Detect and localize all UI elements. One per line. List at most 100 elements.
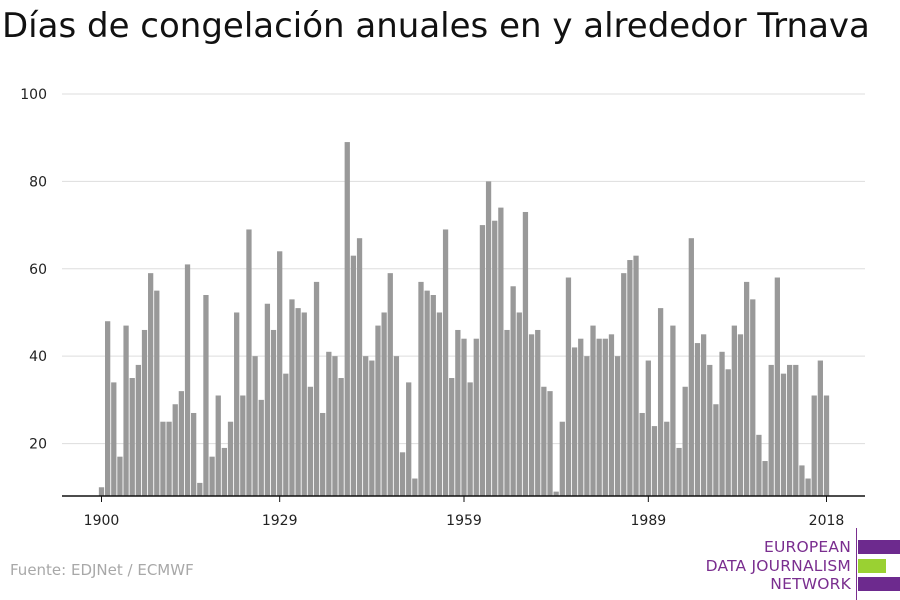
bar-2005[interactable]: [743, 281, 750, 496]
bar-1972[interactable]: [541, 386, 547, 496]
bar-1958[interactable]: [455, 329, 461, 496]
bar-2000[interactable]: [713, 404, 719, 496]
bar-1980[interactable]: [590, 325, 596, 496]
bar-2004[interactable]: [737, 334, 744, 496]
bar-1947[interactable]: [387, 273, 393, 496]
bar-1953[interactable]: [424, 290, 430, 496]
bar-1910[interactable]: [160, 421, 166, 496]
bar-1905[interactable]: [129, 378, 135, 496]
bar-1911[interactable]: [166, 421, 172, 496]
bar-1977[interactable]: [571, 347, 578, 496]
bar-1989[interactable]: [645, 360, 651, 496]
bar-1976[interactable]: [565, 277, 572, 496]
bar-1966[interactable]: [504, 329, 510, 496]
bar-1995[interactable]: [682, 386, 688, 496]
bar-1997[interactable]: [694, 343, 701, 496]
bar-1991[interactable]: [657, 308, 664, 496]
bar-1974[interactable]: [553, 491, 559, 496]
bar-2010[interactable]: [774, 277, 780, 496]
bar-1988[interactable]: [639, 412, 645, 496]
bar-1930[interactable]: [283, 373, 289, 496]
bar-2007[interactable]: [756, 434, 762, 496]
bar-1946[interactable]: [381, 312, 387, 496]
bar-1940[interactable]: [344, 142, 350, 496]
bar-1957[interactable]: [449, 378, 455, 496]
bar-1934[interactable]: [307, 386, 314, 496]
bar-1909[interactable]: [154, 290, 160, 496]
bar-1929[interactable]: [277, 251, 283, 496]
bar-1937[interactable]: [326, 351, 332, 496]
bar-1900[interactable]: [98, 487, 105, 496]
bar-1903[interactable]: [117, 456, 123, 496]
bar-1939[interactable]: [338, 378, 344, 496]
bar-1925[interactable]: [252, 356, 258, 496]
bar-1981[interactable]: [596, 338, 602, 496]
bar-1965[interactable]: [498, 207, 504, 497]
bar-2015[interactable]: [805, 478, 811, 496]
edjnet-logo[interactable]: EUROPEAN DATA JOURNALISM NETWORK: [700, 528, 900, 600]
bar-1982[interactable]: [602, 338, 608, 496]
bar-1938[interactable]: [332, 356, 338, 496]
bar-1949[interactable]: [399, 452, 406, 496]
bar-1926[interactable]: [258, 399, 264, 496]
bar-1975[interactable]: [559, 421, 565, 496]
bar-2012[interactable]: [786, 364, 793, 496]
bar-1943[interactable]: [363, 356, 369, 496]
bar-1927[interactable]: [264, 303, 271, 496]
bar-1902[interactable]: [111, 382, 117, 496]
bar-1994[interactable]: [676, 447, 682, 496]
bar-1964[interactable]: [492, 220, 498, 496]
bar-2011[interactable]: [780, 373, 787, 496]
bar-1917[interactable]: [203, 295, 209, 496]
bar-1955[interactable]: [436, 312, 443, 496]
bar-1906[interactable]: [135, 364, 141, 496]
bar-1951[interactable]: [412, 478, 418, 496]
bar-1984[interactable]: [614, 356, 621, 496]
bar-1986[interactable]: [627, 260, 633, 496]
bar-1960[interactable]: [467, 382, 473, 496]
bar-1962[interactable]: [479, 225, 486, 496]
bar-1944[interactable]: [369, 360, 375, 496]
bar-2013[interactable]: [793, 364, 799, 496]
bar-1961[interactable]: [473, 338, 479, 496]
bar-1935[interactable]: [313, 281, 320, 496]
bar-2001[interactable]: [719, 351, 725, 496]
bar-1979[interactable]: [584, 356, 590, 496]
bar-1928[interactable]: [270, 329, 277, 496]
bar-1992[interactable]: [664, 421, 670, 496]
bar-1904[interactable]: [123, 325, 129, 496]
bar-1969[interactable]: [522, 211, 529, 497]
bar-1921[interactable]: [227, 421, 234, 496]
bar-1993[interactable]: [670, 325, 676, 496]
bar-1932[interactable]: [295, 308, 301, 496]
bar-2014[interactable]: [799, 465, 805, 496]
bar-1973[interactable]: [547, 391, 553, 496]
bar-1971[interactable]: [535, 329, 541, 496]
bar-1918[interactable]: [209, 456, 215, 496]
bar-1913[interactable]: [178, 391, 185, 496]
bar-1985[interactable]: [621, 273, 627, 496]
bar-2003[interactable]: [731, 325, 737, 496]
bar-1950[interactable]: [406, 382, 412, 496]
bar-1983[interactable]: [608, 334, 615, 496]
bar-1978[interactable]: [578, 338, 584, 496]
bar-1959[interactable]: [461, 338, 467, 496]
bar-2008[interactable]: [762, 461, 768, 496]
bar-1941[interactable]: [350, 255, 357, 496]
bar-1945[interactable]: [375, 325, 381, 496]
bar-1922[interactable]: [234, 312, 240, 496]
bar-1967[interactable]: [510, 286, 516, 496]
bar-1936[interactable]: [320, 412, 326, 496]
bar-2017[interactable]: [817, 360, 823, 496]
bar-1912[interactable]: [172, 404, 178, 496]
bar-1924[interactable]: [246, 229, 252, 496]
bar-1998[interactable]: [700, 334, 707, 496]
bar-1931[interactable]: [289, 299, 295, 496]
bar-2016[interactable]: [811, 395, 817, 497]
bar-1954[interactable]: [430, 295, 436, 496]
bar-1952[interactable]: [418, 281, 424, 496]
bar-1970[interactable]: [528, 334, 535, 496]
bar-1908[interactable]: [148, 273, 154, 496]
bar-1948[interactable]: [393, 356, 400, 496]
bar-1916[interactable]: [197, 482, 203, 496]
